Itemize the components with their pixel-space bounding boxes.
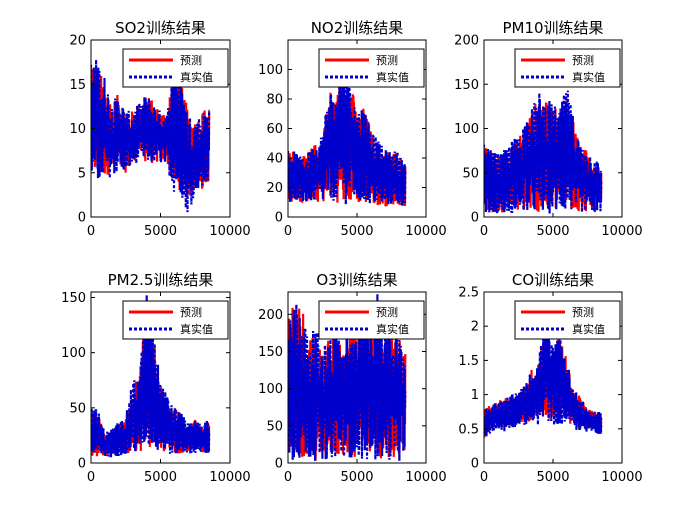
subplot-title: O3训练结果 <box>316 271 397 289</box>
x-tick-label: 0 <box>87 224 95 239</box>
x-tick-label: 10000 <box>601 224 642 239</box>
legend-label: 预测 <box>376 54 398 67</box>
y-tick-label: 10 <box>69 122 86 137</box>
y-tick-label: 5 <box>78 166 86 181</box>
y-tick-label: 20 <box>69 34 86 49</box>
legend-box <box>514 300 621 340</box>
y-tick-label: 50 <box>69 401 86 416</box>
legend-label: 预测 <box>180 54 202 67</box>
x-tick-label: 5000 <box>340 224 373 239</box>
y-tick-label: 0 <box>78 457 86 472</box>
y-tick-label: 50 <box>462 166 479 181</box>
y-tick-label: 0 <box>471 211 479 226</box>
legend-box <box>514 48 621 88</box>
x-tick-label: 0 <box>480 470 488 485</box>
legend-label: 预测 <box>180 306 202 319</box>
y-tick-label: 15 <box>69 78 86 93</box>
y-tick-label: 1.5 <box>458 354 479 369</box>
x-tick-label: 0 <box>480 224 488 239</box>
legend-box <box>122 48 229 88</box>
subplot-title: SO2训练结果 <box>115 19 206 37</box>
legend-label: 真实值 <box>376 70 409 84</box>
y-tick-label: 200 <box>454 34 479 49</box>
x-tick-label: 10000 <box>209 470 250 485</box>
series-line-actual <box>91 295 211 458</box>
legend-label: 真实值 <box>572 322 605 336</box>
legend-label: 真实值 <box>572 70 605 84</box>
series-line-actual <box>91 59 211 213</box>
series-line-actual <box>484 90 603 214</box>
x-tick-label: 10000 <box>601 470 642 485</box>
y-tick-label: 0 <box>471 457 479 472</box>
y-tick-label: 20 <box>266 181 283 196</box>
y-tick-label: 0 <box>275 211 283 226</box>
legend-box <box>122 300 229 340</box>
y-tick-label: 60 <box>266 122 283 137</box>
y-tick-label: 0.5 <box>458 422 479 437</box>
legend-box <box>318 300 425 340</box>
x-tick-label: 5000 <box>536 224 569 239</box>
y-tick-label: 100 <box>61 346 86 361</box>
subplot-title: PM2.5训练结果 <box>108 271 214 289</box>
legend-box <box>318 48 425 88</box>
x-tick-label: 0 <box>284 470 292 485</box>
legend-label: 真实值 <box>180 70 213 84</box>
y-tick-label: 150 <box>258 345 283 360</box>
x-tick-label: 0 <box>284 224 292 239</box>
y-tick-label: 2 <box>471 320 479 335</box>
y-tick-label: 2.5 <box>458 286 479 301</box>
legend-label: 真实值 <box>376 322 409 336</box>
x-tick-label: 5000 <box>144 224 177 239</box>
y-tick-label: 150 <box>61 291 86 306</box>
y-tick-label: 100 <box>454 122 479 137</box>
y-tick-label: 80 <box>266 93 283 108</box>
y-tick-label: 150 <box>454 78 479 93</box>
y-tick-label: 100 <box>258 382 283 397</box>
subplot-title: CO训练结果 <box>512 271 594 289</box>
x-tick-label: 5000 <box>536 470 569 485</box>
y-tick-label: 200 <box>258 308 283 323</box>
subplot-title: PM10训练结果 <box>502 19 603 37</box>
legend-label: 预测 <box>572 306 594 319</box>
x-tick-label: 10000 <box>405 224 446 239</box>
y-tick-label: 0 <box>78 211 86 226</box>
x-tick-label: 5000 <box>340 470 373 485</box>
y-tick-label: 1 <box>471 388 479 403</box>
x-tick-label: 0 <box>87 470 95 485</box>
y-tick-label: 100 <box>258 63 283 78</box>
legend-label: 真实值 <box>180 322 213 336</box>
y-tick-label: 50 <box>266 419 283 434</box>
series-line-actual <box>484 319 603 437</box>
x-tick-label: 5000 <box>144 470 177 485</box>
legend-label: 预测 <box>376 306 398 319</box>
subplot-title: NO2训练结果 <box>311 19 404 37</box>
x-tick-label: 10000 <box>405 470 446 485</box>
legend-label: 预测 <box>572 54 594 67</box>
y-tick-label: 0 <box>275 457 283 472</box>
y-tick-label: 40 <box>266 152 283 167</box>
series-line-actual <box>288 54 407 206</box>
x-tick-label: 10000 <box>209 224 250 239</box>
